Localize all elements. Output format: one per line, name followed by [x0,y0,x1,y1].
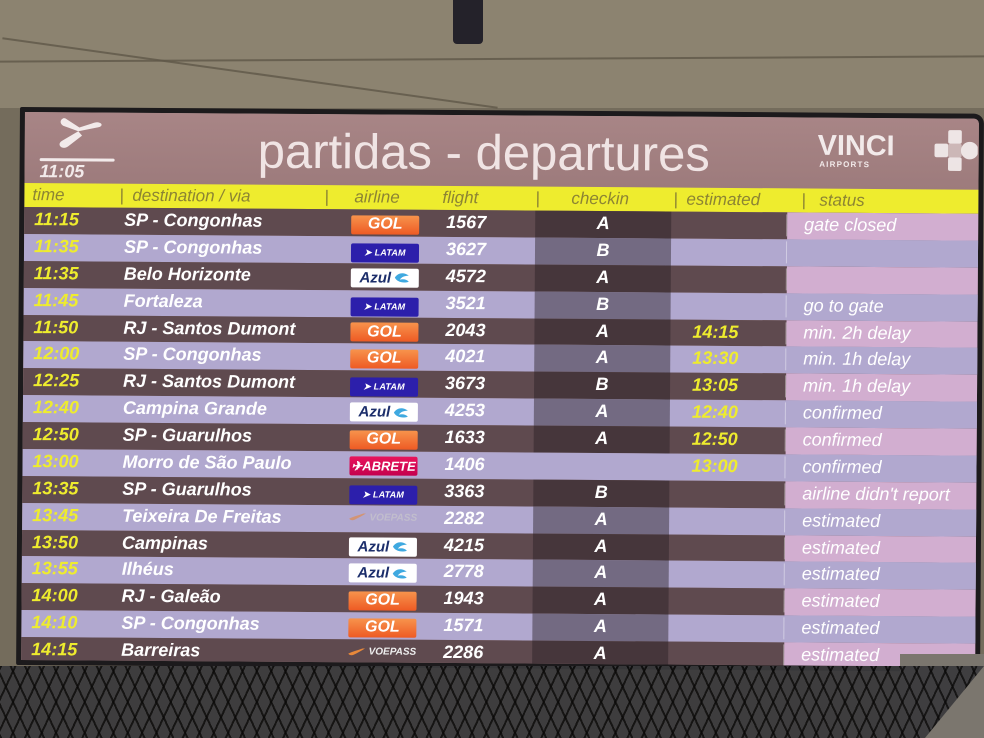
svg-text:AIRPORTS: AIRPORTS [819,160,870,169]
svg-text:VINCI: VINCI [818,130,895,163]
